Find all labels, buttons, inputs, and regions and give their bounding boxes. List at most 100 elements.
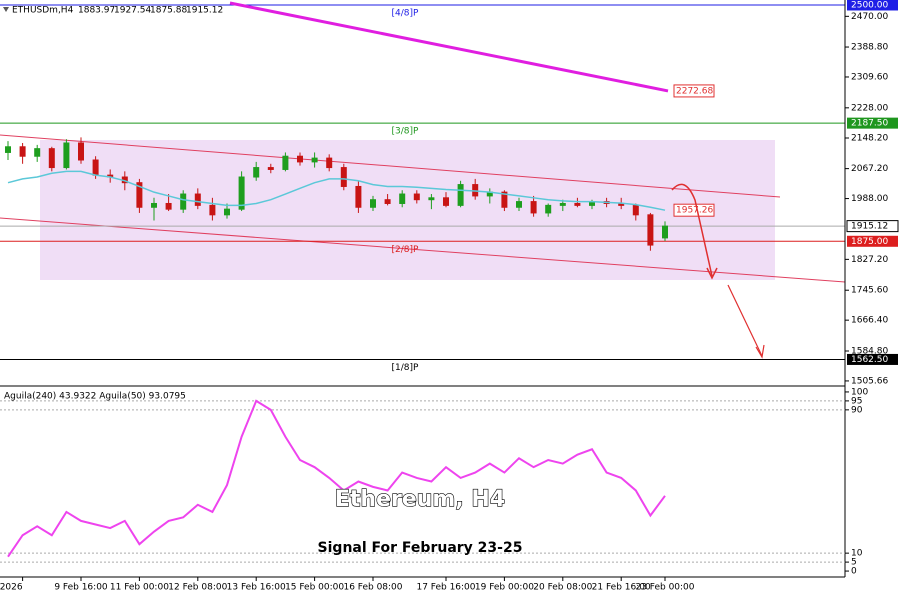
candle-body	[326, 157, 333, 169]
y-tick-label: 90	[851, 405, 863, 415]
x-tick-label: 23 Feb 00:00	[635, 583, 694, 593]
level-price-box	[847, 0, 898, 11]
forecast-arrow	[727, 284, 763, 357]
x-tick-label: 16 Feb 08:00	[343, 583, 402, 593]
y-tick-label: 0	[851, 567, 857, 577]
channel-zone	[40, 140, 775, 280]
y-tick-label: 1745.60	[851, 286, 888, 296]
y-tick-label: 2388.80	[851, 43, 888, 53]
y-tick-label: 2228.00	[851, 103, 888, 113]
channel-lower	[0, 217, 846, 283]
header-low: 1875.88	[150, 6, 187, 16]
watermark-subtitle: Signal For February 23-25	[318, 540, 523, 556]
level-price-box	[847, 235, 898, 247]
candle-body	[297, 155, 303, 163]
candle-body	[443, 197, 449, 206]
candle-body	[5, 146, 11, 153]
trend-label: 2272.68	[676, 86, 713, 96]
oscillator-legend: Aguila(240) 43.9322 Aguila(50) 93.0795	[4, 392, 186, 402]
x-tick-label: 15 Feb 00:00	[285, 583, 344, 593]
candle-body	[165, 202, 172, 210]
y-tick-label: 2148.20	[851, 133, 888, 143]
oscillator-pane	[0, 399, 845, 563]
candle-body	[19, 146, 26, 157]
x-tick-label: 11 Feb 00:00	[110, 583, 169, 593]
candle-body	[384, 199, 391, 204]
y-tick-label: 1827.20	[851, 255, 888, 265]
candle-body	[311, 157, 318, 163]
candle-body	[355, 185, 362, 208]
candle-body	[516, 201, 522, 208]
y-tick-label: 5	[851, 558, 857, 568]
symbol-icon	[3, 7, 9, 12]
header-high: 1927.54	[114, 6, 151, 16]
y-tick-label: 10	[851, 549, 863, 559]
candle-body	[180, 193, 187, 210]
x-tick-label: 9 Feb 16:00	[54, 583, 108, 593]
candle-body	[428, 197, 435, 201]
candle-body	[34, 148, 41, 157]
candle-body	[457, 184, 464, 206]
trend-line	[229, 1, 669, 93]
y-tick-label: 1988.00	[851, 194, 888, 204]
y-tick-label: 100	[851, 387, 868, 397]
y-tick-label: 95	[851, 396, 862, 406]
candle-body	[253, 167, 260, 178]
candle-body	[136, 182, 143, 208]
price-pane: [4/8]P [3/8]P [2/8]P [1/8]P 2272.68 1957.26	[0, 1, 845, 373]
candle-body	[399, 193, 406, 204]
candle-body	[632, 204, 639, 216]
y-tick-label: 1666.40	[851, 316, 888, 326]
candle-body	[209, 204, 216, 216]
bid-box	[846, 220, 899, 233]
x-tick-label: 12 Feb 08:00	[168, 583, 227, 593]
candle-body	[340, 167, 347, 187]
arrow-head	[706, 267, 718, 280]
x-tick-label: 21 Feb 16:00	[592, 583, 651, 593]
candle-body	[194, 193, 201, 206]
candle-body	[48, 148, 55, 169]
forecast-arrow	[671, 183, 713, 277]
level-price-box	[847, 117, 898, 129]
channel-upper	[0, 134, 781, 198]
y-tick-label: 1584.80	[851, 347, 888, 357]
y-tick-label: 2309.60	[851, 72, 888, 82]
level-name: [4/8]P	[392, 8, 420, 18]
candle-body	[545, 204, 552, 214]
level-name: [3/8]P	[392, 127, 420, 137]
level-price-label: 1875.00	[851, 237, 888, 247]
level-price-box	[847, 353, 898, 365]
watermark-title: Ethereum, H4	[335, 487, 505, 512]
arrow-head	[755, 344, 765, 359]
candle-body	[501, 191, 508, 208]
symbol: ETHUSDm,H4	[12, 6, 74, 16]
trend-label-box	[673, 84, 715, 98]
x-tick-label: 17 Feb 16:00	[416, 583, 475, 593]
moving-average	[7, 170, 666, 211]
y-tick-label: 2470.00	[851, 12, 888, 22]
candle-body	[282, 155, 289, 170]
candle-body	[151, 202, 157, 208]
candle-body	[63, 142, 70, 169]
candle-body	[370, 199, 376, 208]
candle-body	[662, 225, 668, 239]
candle-body	[413, 193, 420, 201]
level-name: [1/8]P	[392, 363, 420, 373]
oscillator-line	[7, 399, 666, 558]
level-price-label: 2500.00	[851, 0, 888, 10]
level-name: [2/8]P	[392, 245, 420, 255]
ma-label: 1957.26	[676, 206, 713, 216]
y-tick-label: 1505.66	[851, 376, 888, 386]
x-tick-label: 19 Feb 00:00	[475, 583, 534, 593]
candle-body	[78, 142, 84, 161]
header-close: 1915.12	[186, 6, 223, 16]
level-price-label: 2187.50	[851, 119, 888, 129]
x-tick-label: 8 Feb 2026	[0, 583, 23, 593]
ma-label-box	[673, 203, 715, 217]
y-tick-label: 2067.20	[851, 164, 888, 174]
candle-body	[574, 202, 581, 206]
x-tick-label: 20 Feb 08:00	[533, 583, 592, 593]
level-price-label: 1562.50	[851, 355, 888, 365]
